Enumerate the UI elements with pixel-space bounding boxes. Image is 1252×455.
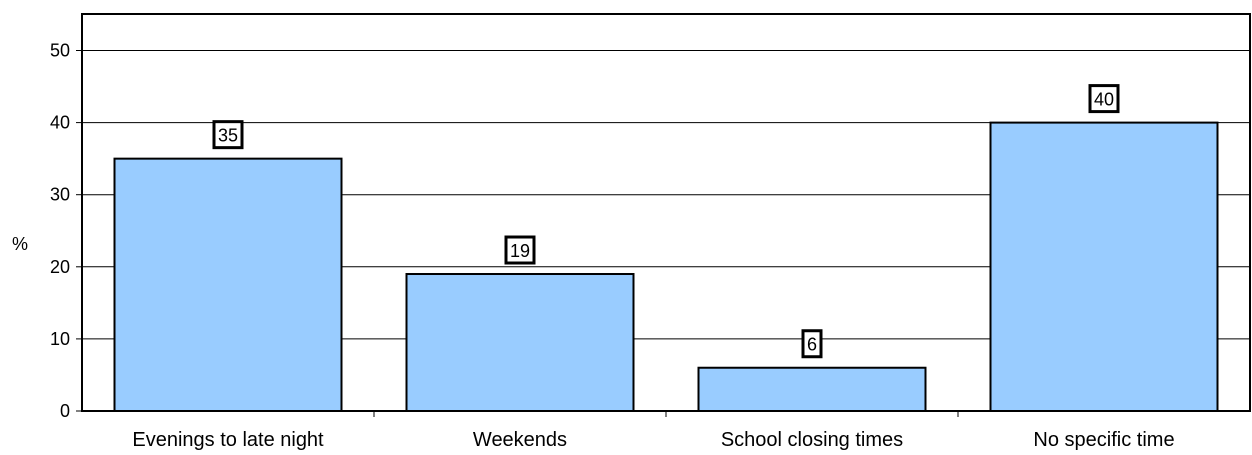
x-tick-label-0: Evenings to late night [132,429,324,451]
y-tick-label-30: 30 [50,185,70,205]
x-tick-label-1: Weekends [473,429,567,451]
x-axis: Evenings to late night Weekends School clo… [132,411,1175,451]
y-tick-label-0: 0 [60,401,70,421]
data-labels: 35 19 6 40 [212,84,1120,359]
data-label-box-0 [212,120,244,150]
y-axis: 0 10 20 30 40 50 [50,41,82,421]
x-tick-label-2: School closing times [721,429,903,451]
data-label-box-3 [1088,84,1120,114]
y-axis-label: % [12,234,28,254]
data-label-0: 35 [218,126,238,146]
y-tick-label-50: 50 [50,41,70,61]
bars [113,121,1219,413]
bar-3 [989,121,1219,412]
data-label-1: 19 [510,241,530,261]
data-label-2: 6 [807,335,817,355]
data-label-3: 40 [1094,90,1114,110]
y-tick-label-10: 10 [50,329,70,349]
data-label-box-1 [504,235,536,265]
bar-1 [405,273,635,413]
y-tick-label-40: 40 [50,113,70,133]
y-tick-label-20: 20 [50,257,70,277]
data-label-box-2 [801,329,823,359]
bar-0 [113,157,343,412]
x-tick-label-3: No specific time [1033,429,1174,451]
bar-2 [697,366,927,412]
